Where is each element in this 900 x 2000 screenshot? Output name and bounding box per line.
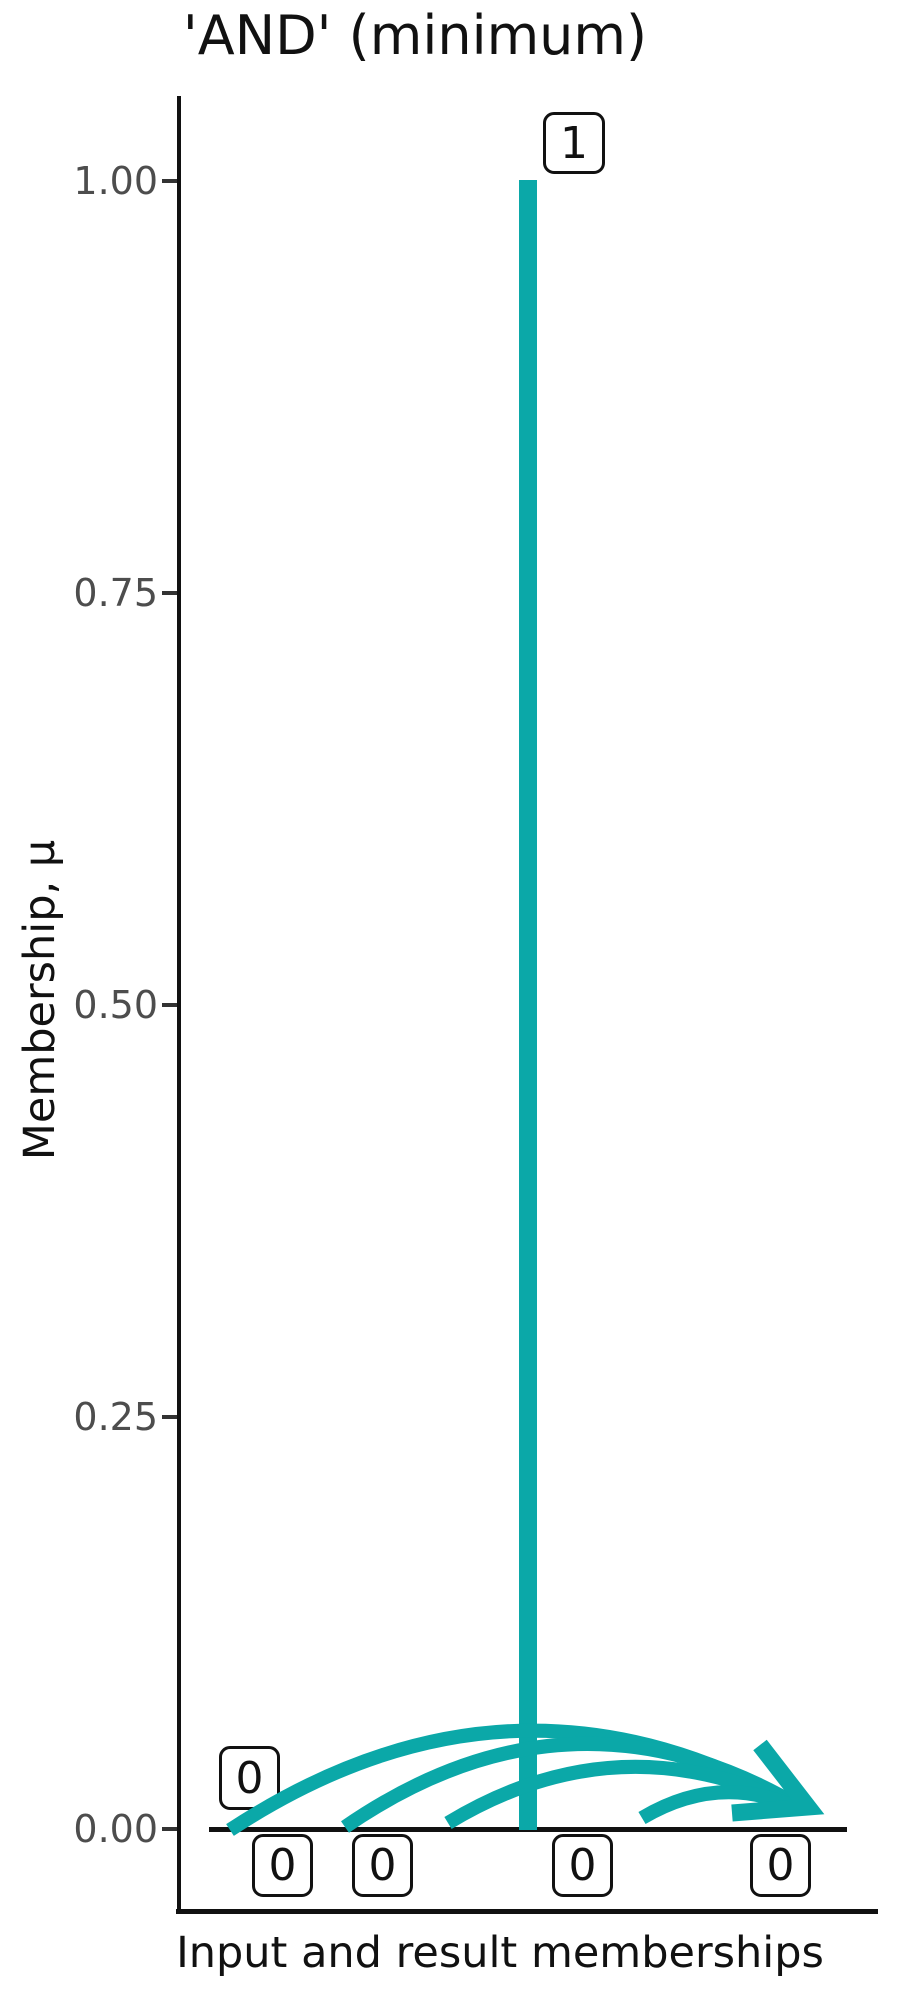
arrow-arc-4 bbox=[638, 1785, 793, 1825]
y-tick-mark bbox=[162, 1003, 177, 1007]
y-tick-mark bbox=[162, 1827, 177, 1831]
below-axis-value-label-3: 0 bbox=[552, 1834, 613, 1897]
y-tick-label: 0.00 bbox=[73, 1807, 158, 1851]
y-tick-mark bbox=[162, 179, 177, 183]
y-tick-label: 0.25 bbox=[73, 1395, 158, 1439]
y-tick-label: 0.50 bbox=[73, 983, 158, 1027]
below-axis-value-label-2: 0 bbox=[352, 1834, 413, 1897]
result-membership-bar bbox=[519, 180, 537, 1830]
y-tick-label: 0.75 bbox=[73, 571, 158, 615]
result-top-value-label: 1 bbox=[543, 112, 605, 174]
y-tick-mark bbox=[162, 591, 177, 595]
x-axis-title: Input and result memberships bbox=[176, 1928, 824, 1978]
x-axis-line bbox=[176, 1909, 878, 1914]
chart-title: 'AND' (minimum) bbox=[182, 4, 648, 67]
arrow-arc-2 bbox=[341, 1736, 803, 1833]
below-axis-value-label-1: 0 bbox=[252, 1834, 313, 1897]
below-axis-value-label-4: 0 bbox=[750, 1834, 811, 1897]
y-tick-label: 1.00 bbox=[73, 159, 158, 203]
y-axis-line bbox=[177, 96, 181, 1913]
arrowhead bbox=[731, 1739, 825, 1822]
input-value-label-above-axis: 0 bbox=[219, 1746, 280, 1810]
y-tick-mark bbox=[162, 1415, 177, 1419]
